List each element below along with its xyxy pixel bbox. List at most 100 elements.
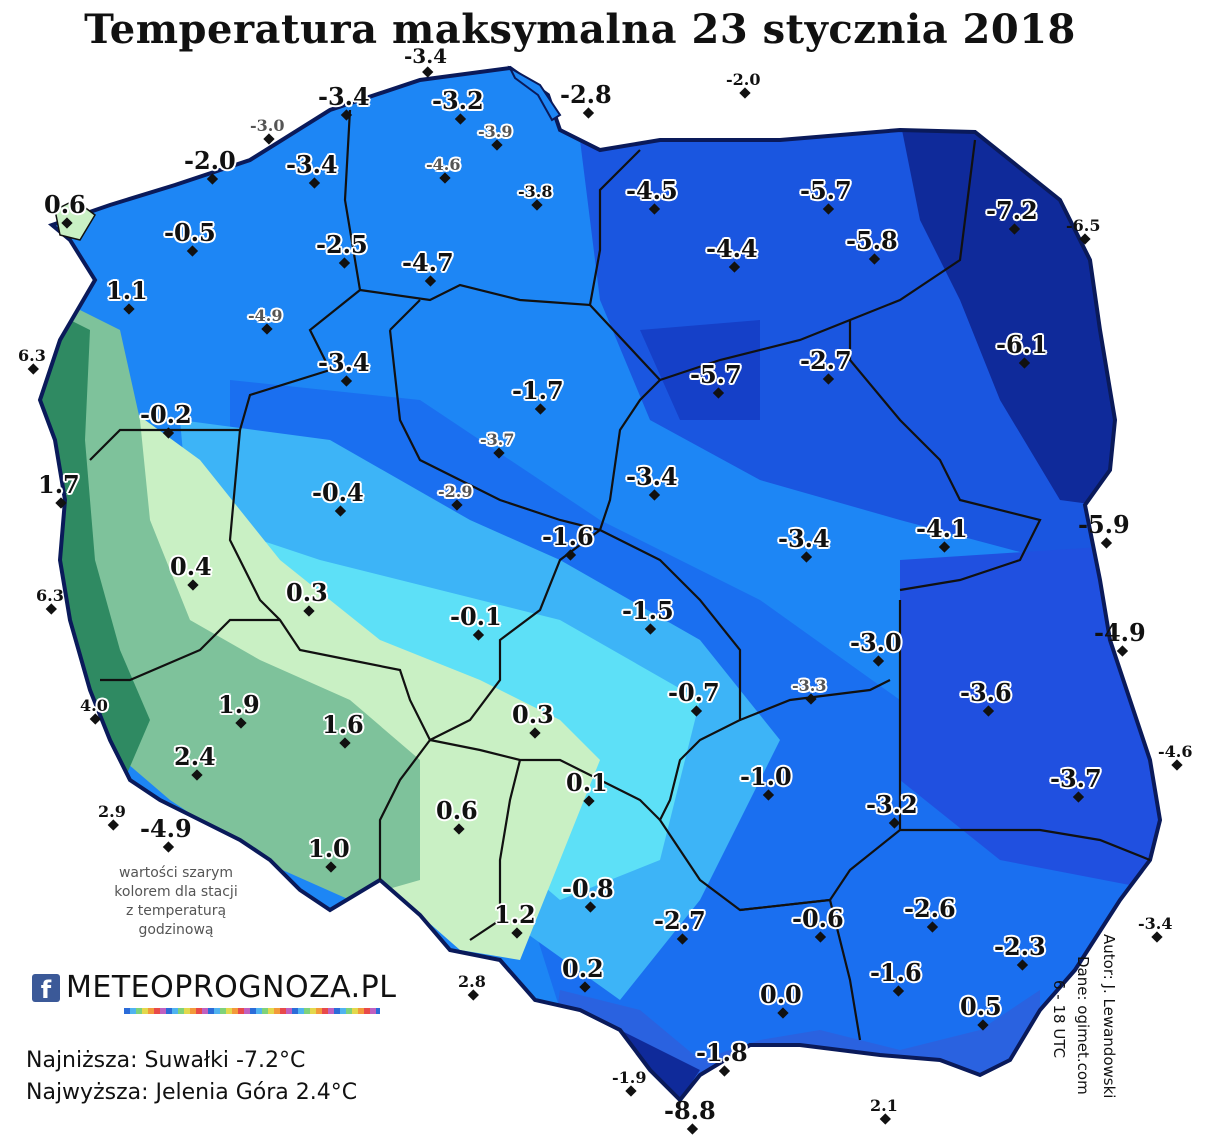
station-marker: [926, 921, 939, 933]
region-borders: [89, 109, 1151, 1041]
station-marker: [1018, 357, 1031, 369]
station-label-hourly: -2.9: [438, 482, 473, 501]
station-label: -1.6: [870, 958, 922, 987]
station-label: -4.9: [140, 814, 192, 843]
station-label-hourly: -4.9: [248, 306, 283, 325]
station-label: 1.2: [494, 900, 536, 929]
station-label: -3.4: [626, 462, 678, 491]
station-label: 1.9: [218, 690, 260, 719]
station-marker: [1116, 645, 1129, 657]
station-marker: [493, 447, 505, 459]
station-label: -2.6: [904, 894, 956, 923]
station-marker: [977, 1019, 989, 1031]
logo-color-bar: [124, 1008, 380, 1014]
station-label: -3.6: [960, 678, 1012, 707]
station-marker: [625, 1085, 637, 1097]
station-label: -2.7: [654, 906, 706, 935]
station-marker: [206, 173, 219, 185]
station-marker: [892, 985, 905, 997]
station-marker: [712, 387, 725, 399]
station-marker: [888, 817, 901, 829]
station-label: 1.0: [308, 834, 350, 863]
station-marker: [511, 927, 523, 939]
station-marker: [422, 66, 434, 78]
station-label: -1.9: [612, 1068, 647, 1087]
station-marker: [800, 551, 813, 563]
station-label: -0.7: [668, 678, 720, 707]
station-label: -0.1: [450, 602, 502, 631]
station-marker: [582, 107, 595, 119]
station-label: -2.8: [560, 80, 612, 109]
station-marker: [303, 605, 315, 617]
station-marker: [27, 363, 39, 375]
station-marker: [868, 253, 881, 265]
station-label: 2.4: [174, 742, 216, 771]
station-label: -4.9: [1094, 618, 1146, 647]
facebook-icon: f: [32, 974, 60, 1004]
station-marker: [340, 375, 353, 387]
station-label: -4.1: [916, 514, 968, 543]
station-marker: [879, 1113, 891, 1125]
station-label: 1.6: [322, 710, 364, 739]
station-label-hourly: -4.6: [426, 155, 461, 174]
station-marker: [308, 177, 321, 189]
station-label: -0.6: [792, 904, 844, 933]
station-marker: [938, 541, 951, 553]
station-label: 0.6: [44, 190, 86, 219]
station-label: -2.5: [316, 230, 368, 259]
station-marker: [648, 489, 661, 501]
station-label: -5.7: [690, 360, 742, 389]
highest-temperature-text: Najwyższa: Jelenia Góra 2.4°C: [26, 1080, 358, 1105]
station-label: 1.7: [38, 470, 80, 499]
station-label: 0.0: [760, 980, 802, 1009]
period-credit: 6 - 18 UTC: [1050, 980, 1068, 1059]
lowest-temperature-text: Najniższa: Suwałki -7.2°C: [26, 1048, 306, 1073]
station-marker: [805, 693, 817, 705]
station-marker: [718, 1065, 731, 1077]
station-marker: [191, 769, 203, 781]
station-marker: [261, 323, 273, 335]
station-marker: [648, 203, 661, 215]
station-label: 0.1: [566, 768, 608, 797]
station-label: -1.5: [622, 596, 674, 625]
station-label: -4.6: [1158, 742, 1193, 761]
station-marker: [55, 497, 67, 509]
station-label: 6.3: [36, 586, 64, 605]
station-marker: [777, 1007, 789, 1019]
station-label: -3.4: [778, 524, 830, 553]
station-marker: [739, 87, 751, 99]
station-label: -5.8: [846, 226, 898, 255]
station-label: -4.5: [626, 176, 678, 205]
hel-peninsula-shape: [507, 65, 562, 122]
station-marker: [453, 823, 465, 835]
station-label: -4.4: [706, 234, 758, 263]
station-marker: [107, 819, 119, 831]
station-marker: [1008, 223, 1021, 235]
station-label: -6.5: [1066, 216, 1101, 235]
station-marker: [822, 203, 835, 215]
station-marker: [1016, 959, 1029, 971]
station-label: -5.7: [800, 176, 852, 205]
station-marker: [325, 861, 337, 873]
station-marker: [123, 303, 135, 315]
station-marker: [872, 655, 885, 667]
station-label: -1.6: [542, 522, 594, 551]
station-marker: [676, 933, 689, 945]
station-marker: [467, 989, 479, 1001]
station-label: -3.7: [1050, 764, 1102, 793]
station-label: -3.8: [518, 182, 553, 201]
station-label: -1.8: [696, 1038, 748, 1067]
station-marker: [690, 705, 703, 717]
station-marker: [45, 603, 57, 615]
hourly-note: wartości szarym kolorem dla stacji z tem…: [114, 865, 238, 938]
station-marker: [1171, 759, 1183, 771]
author-credit: Autor: J. Lewandowski: [1100, 934, 1118, 1099]
station-label: -0.2: [140, 400, 192, 429]
station-label: 0.5: [960, 992, 1002, 1021]
station-marker: [531, 199, 543, 211]
station-label-hourly: -3.0: [250, 116, 285, 135]
station-marker: [162, 841, 175, 853]
station-marker: [263, 133, 275, 145]
station-marker: [334, 505, 347, 517]
station-label-hourly: -3.3: [792, 676, 827, 695]
